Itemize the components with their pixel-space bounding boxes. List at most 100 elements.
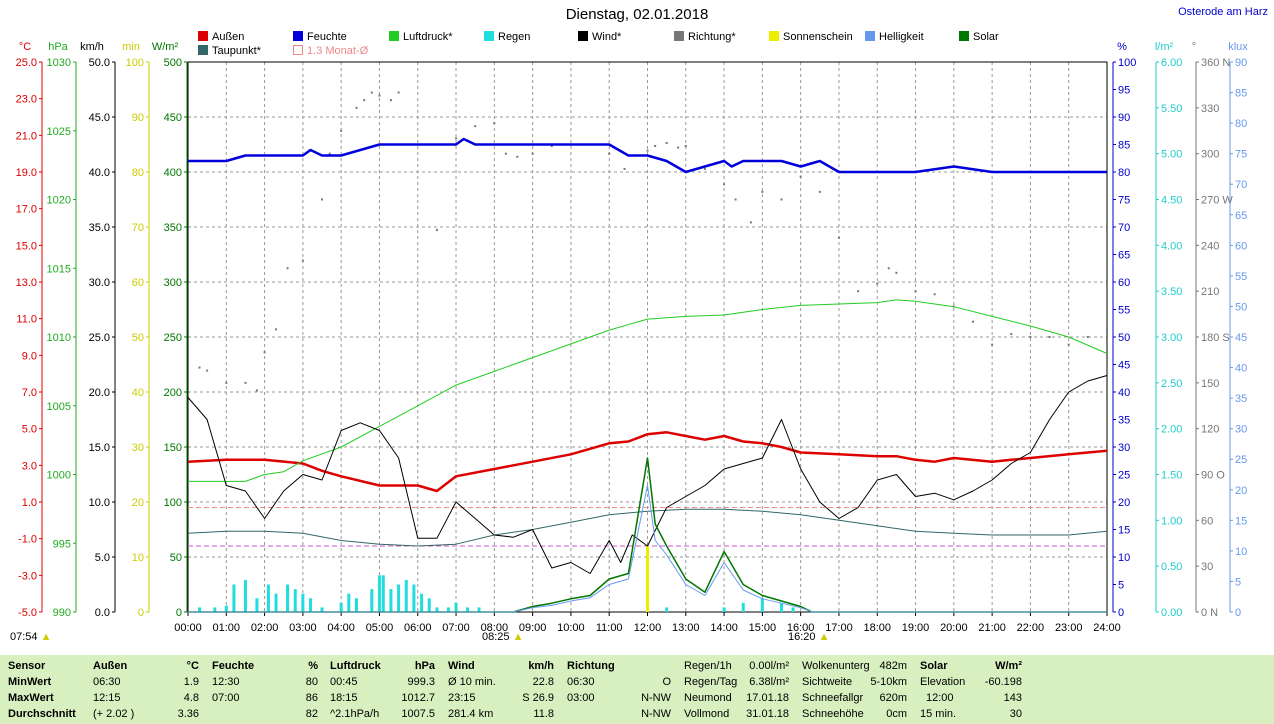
point-richtung bbox=[608, 153, 610, 155]
feuchte-min-time: 12:30 bbox=[212, 676, 240, 688]
luft-min-time: 00:45 bbox=[330, 676, 358, 688]
y-tick-label-rain: 3.50 bbox=[1161, 286, 1182, 298]
y-tick-label-dir: 150 bbox=[1201, 378, 1219, 390]
y-tick-label-rain: 3.00 bbox=[1161, 332, 1182, 344]
y-tick-label-min: 40 bbox=[132, 387, 144, 399]
point-richtung bbox=[1068, 344, 1070, 346]
y-tick-label-lux: 50 bbox=[1235, 301, 1247, 313]
bar-regen bbox=[370, 589, 373, 612]
point-richtung bbox=[934, 293, 936, 295]
point-richtung bbox=[225, 382, 227, 384]
neumond-label: Neumond bbox=[684, 692, 732, 704]
y-tick-label-temp: 7.0 bbox=[22, 387, 37, 399]
y-tick-label-temp: -3.0 bbox=[18, 570, 37, 582]
wolken: 482m bbox=[879, 658, 907, 674]
aussen-header: Außen bbox=[93, 660, 127, 672]
y-tick-label-hum: 30 bbox=[1118, 442, 1130, 454]
luft-avg: 1007.5 bbox=[401, 706, 435, 722]
y-tick-label-solar: 500 bbox=[164, 57, 182, 69]
y-tick-label-press: 1015 bbox=[47, 263, 71, 275]
y-tick-label-temp: 21.0 bbox=[16, 130, 37, 142]
row-avg: Durchschnitt bbox=[8, 706, 76, 722]
y-unit-dir: ° bbox=[1192, 41, 1196, 53]
y-tick-label-dir: 330 bbox=[1201, 103, 1219, 115]
richtung-header: Richtung bbox=[567, 660, 615, 672]
regen-1h: 0.00l/m² bbox=[749, 658, 789, 674]
bar-regen bbox=[286, 585, 289, 613]
sun-icon: ▲ bbox=[816, 631, 830, 643]
y-tick-label-lux: 70 bbox=[1235, 179, 1247, 191]
richtung-max-time: 03:00 bbox=[567, 692, 595, 704]
y-tick-label-lux: 20 bbox=[1235, 485, 1247, 497]
bar-sonnenschein bbox=[646, 546, 649, 612]
schneehoehe-label: Schneehöhe bbox=[802, 708, 864, 720]
sunset-label: 16:20 ▲ bbox=[788, 631, 829, 643]
elevation-label: Elevation bbox=[920, 676, 965, 688]
y-tick-label-wind: 0.0 bbox=[95, 607, 110, 619]
sunrise-time: 07:54 bbox=[10, 631, 38, 643]
y-unit-rain: l/m² bbox=[1155, 41, 1174, 53]
y-tick-label-rain: 0.00 bbox=[1161, 607, 1182, 619]
solar-unit: W/m² bbox=[995, 658, 1022, 674]
y-tick-label-min: 70 bbox=[132, 222, 144, 234]
y-tick-label-lux: 25 bbox=[1235, 454, 1247, 466]
richtung-max: N-NW bbox=[641, 690, 671, 706]
luft-trend: ^2.1hPa/h bbox=[330, 708, 379, 720]
y-tick-label-wind: 25.0 bbox=[89, 332, 110, 344]
regen-tag-label: Regen/Tag bbox=[684, 676, 737, 688]
point-richtung bbox=[838, 237, 840, 239]
bar-regen bbox=[420, 594, 423, 612]
y-tick-label-lux: 0 bbox=[1235, 607, 1241, 619]
richtung-min: O bbox=[662, 674, 671, 690]
y-tick-label-temp: 13.0 bbox=[16, 277, 37, 289]
bar-regen bbox=[665, 607, 668, 612]
richtung-min-time: 06:30 bbox=[567, 676, 595, 688]
y-tick-label-wind: 40.0 bbox=[89, 167, 110, 179]
y-tick-label-min: 90 bbox=[132, 112, 144, 124]
solar-header: Solar bbox=[920, 660, 948, 672]
bar-regen bbox=[389, 589, 392, 612]
y-tick-label-dir: 360 N bbox=[1201, 57, 1230, 69]
point-richtung bbox=[436, 229, 438, 231]
point-richtung bbox=[819, 191, 821, 193]
point-richtung bbox=[723, 183, 725, 185]
solar-15min: 30 bbox=[1010, 706, 1022, 722]
bar-regen bbox=[723, 607, 726, 612]
y-tick-label-rain: 4.50 bbox=[1161, 195, 1182, 207]
point-richtung bbox=[256, 389, 258, 391]
y-tick-label-rain: 1.50 bbox=[1161, 470, 1182, 482]
y-tick-label-hum: 40 bbox=[1118, 387, 1130, 399]
point-richtung bbox=[800, 176, 802, 178]
y-unit-press: hPa bbox=[48, 41, 68, 53]
bar-regen bbox=[309, 598, 312, 612]
feuchte-unit: % bbox=[308, 658, 318, 674]
point-richtung bbox=[264, 351, 266, 353]
y-tick-label-min: 50 bbox=[132, 332, 144, 344]
y-tick-label-rain: 4.00 bbox=[1161, 240, 1182, 252]
y-tick-label-temp: 5.0 bbox=[22, 424, 37, 436]
y-unit-solar: W/m² bbox=[152, 41, 179, 53]
x-tick-label: 18:00 bbox=[863, 622, 891, 634]
bar-regen bbox=[232, 585, 235, 613]
point-richtung bbox=[1087, 336, 1089, 338]
bar-regen bbox=[301, 594, 304, 612]
wind-header: Wind bbox=[448, 660, 475, 672]
point-richtung bbox=[1010, 333, 1012, 335]
x-tick-label: 03:00 bbox=[289, 622, 317, 634]
sunset-time: 16:20 bbox=[788, 631, 816, 643]
point-richtung bbox=[624, 168, 626, 170]
y-tick-label-temp: 11.0 bbox=[16, 314, 37, 326]
luft-max-time: 18:15 bbox=[330, 692, 358, 704]
y-tick-label-rain: 5.50 bbox=[1161, 103, 1182, 115]
y-tick-label-solar: 350 bbox=[164, 222, 182, 234]
y-tick-label-rain: 1.00 bbox=[1161, 515, 1182, 527]
y-unit-wind: km/h bbox=[80, 41, 104, 53]
feuchte-min: 80 bbox=[306, 674, 318, 690]
summary-table: Sensor MinWert MaxWert Durchschnitt Auße… bbox=[0, 655, 1274, 724]
point-richtung bbox=[972, 321, 974, 323]
point-richtung bbox=[888, 267, 890, 269]
point-richtung bbox=[895, 272, 897, 274]
luft-min: 999.3 bbox=[407, 674, 435, 690]
x-tick-label: 11:00 bbox=[596, 622, 623, 634]
y-tick-label-lux: 85 bbox=[1235, 88, 1247, 100]
